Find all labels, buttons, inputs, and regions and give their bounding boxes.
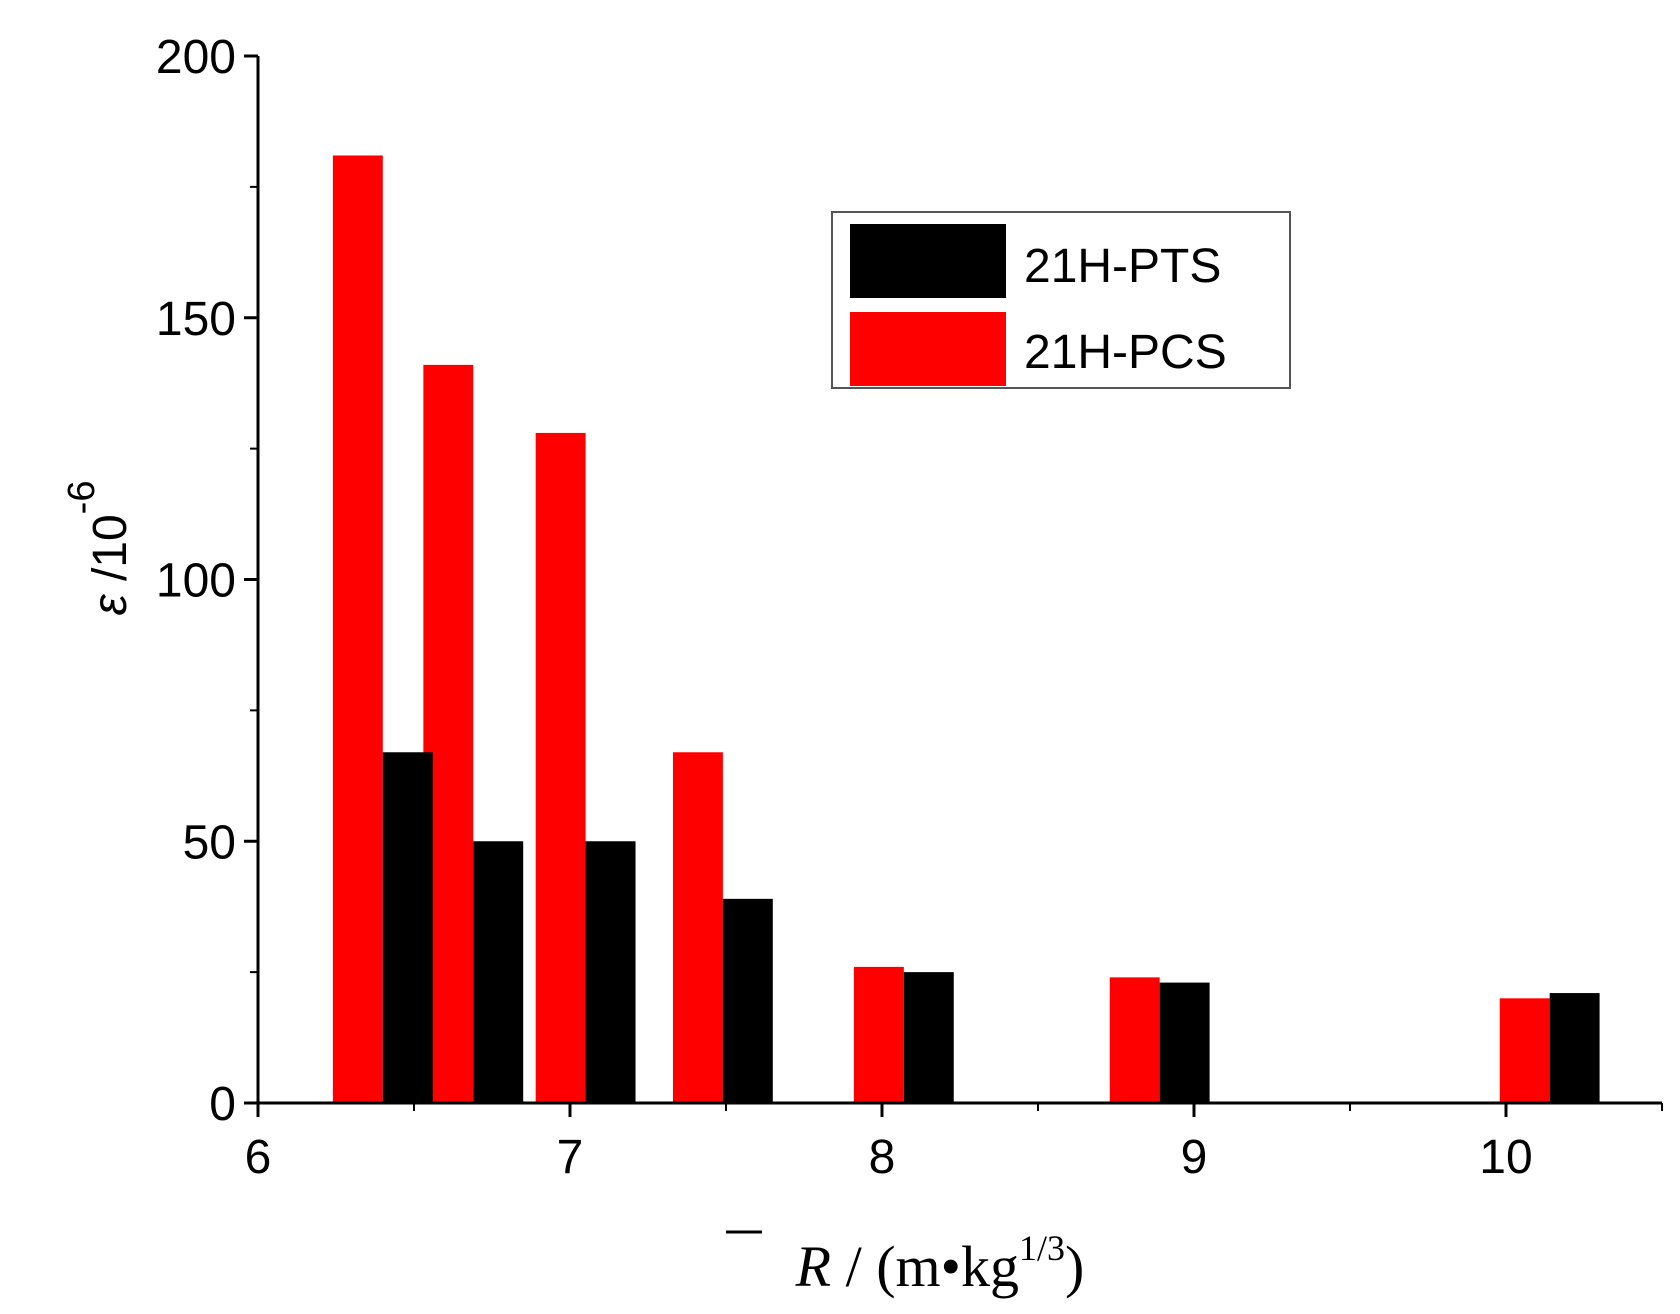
svg-text:ε /10-6: ε /10-6 (61, 481, 137, 616)
bar-21h-pts-4 (722, 898, 773, 1103)
bar-21h-pts-2 (473, 841, 524, 1103)
bars-group (332, 155, 1600, 1104)
x-tick-label: 7 (557, 1131, 584, 1184)
bar-21h-pts-7 (1549, 993, 1600, 1103)
x-axis-title: R / (m•kg1/3) (726, 1228, 1084, 1299)
y-axis-exponent: -6 (61, 481, 103, 515)
bar-21h-pts-6 (1159, 982, 1210, 1103)
bar-21h-pts-1 (382, 752, 433, 1103)
legend-swatch-21h-pts (850, 224, 1006, 298)
y-axis-title: ε /10-6 (61, 481, 137, 616)
bar-21h-pcs-7 (1499, 998, 1550, 1103)
y-axis-symbol: ε (84, 593, 137, 615)
bar-21h-pcs-5 (853, 966, 904, 1103)
x-axis-unit: / (m•kg (831, 1234, 1019, 1299)
legend-label-21h-pts: 21H-PTS (1024, 240, 1221, 293)
svg-text:R / (m•kg1/3): R / (m•kg1/3) (795, 1228, 1085, 1299)
y-tick-label: 0 (209, 1078, 236, 1131)
x-tick-label: 6 (245, 1131, 272, 1184)
y-tick-label: 100 (156, 555, 236, 608)
y-axis-unit: /10 (84, 514, 137, 594)
bar-21h-pts-3 (585, 841, 636, 1103)
bar-21h-pcs-1 (332, 155, 383, 1104)
x-tick-label: 10 (1479, 1131, 1532, 1184)
x-axis-symbol: R (795, 1234, 831, 1299)
legend-swatch-21h-pcs (850, 312, 1006, 386)
bar-21h-pts-5 (903, 972, 954, 1103)
bar-21h-pcs-6 (1109, 977, 1160, 1103)
bar-21h-pcs-4 (672, 752, 723, 1103)
legend: 21H-PTS 21H-PCS (831, 211, 1291, 389)
ticks-group: 0 50 100 150 200 6 7 8 9 10 (156, 31, 1663, 1184)
bar-21h-pcs-3 (535, 432, 586, 1103)
x-tick-label: 9 (1181, 1131, 1208, 1184)
x-axis-exponent: 1/3 (1019, 1228, 1065, 1268)
legend-label-21h-pcs: 21H-PCS (1024, 326, 1227, 379)
y-tick-label: 200 (156, 31, 236, 84)
x-tick-label: 8 (869, 1131, 896, 1184)
y-tick-label: 50 (183, 816, 236, 869)
y-tick-label: 150 (156, 293, 236, 346)
x-axis-close: ) (1065, 1234, 1084, 1299)
